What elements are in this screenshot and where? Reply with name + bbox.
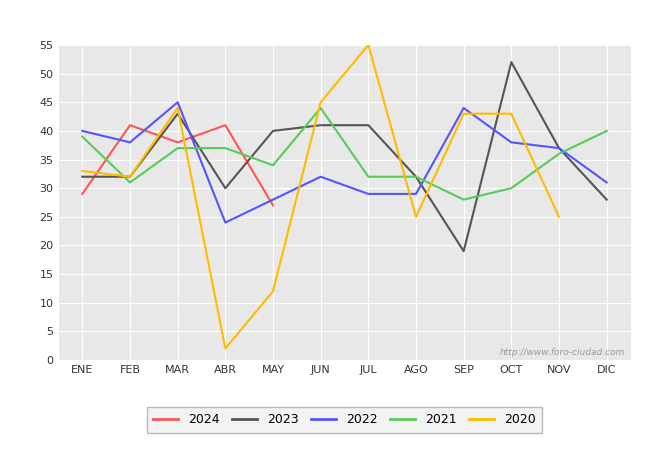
Legend: 2024, 2023, 2022, 2021, 2020: 2024, 2023, 2022, 2021, 2020 bbox=[147, 407, 542, 433]
Text: Matriculaciones de Vehiculos en Baza: Matriculaciones de Vehiculos en Baza bbox=[169, 11, 481, 29]
Text: http://www.foro-ciudad.com: http://www.foro-ciudad.com bbox=[499, 348, 625, 357]
